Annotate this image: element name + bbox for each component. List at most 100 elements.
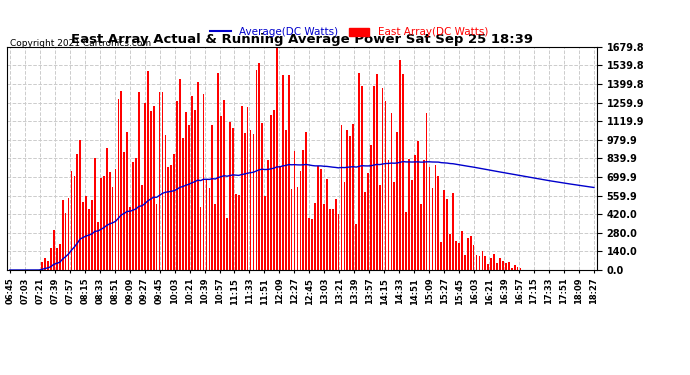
Bar: [349, 136, 351, 270]
Bar: [91, 200, 93, 270]
Bar: [250, 130, 251, 270]
Bar: [68, 198, 70, 270]
Bar: [405, 212, 407, 270]
Bar: [370, 145, 372, 270]
Bar: [188, 125, 190, 270]
Bar: [208, 188, 210, 270]
Bar: [238, 195, 239, 270]
Bar: [206, 180, 208, 270]
Bar: [203, 94, 204, 270]
Bar: [244, 133, 246, 270]
Bar: [132, 162, 134, 270]
Bar: [41, 262, 43, 270]
Text: Copyright 2021 Cartronics.com: Copyright 2021 Cartronics.com: [10, 39, 152, 48]
Bar: [308, 218, 310, 270]
Bar: [294, 151, 295, 270]
Bar: [253, 135, 255, 270]
Bar: [511, 268, 513, 270]
Bar: [496, 263, 498, 270]
Bar: [194, 110, 196, 270]
Bar: [420, 204, 422, 270]
Bar: [44, 258, 46, 270]
Bar: [65, 213, 66, 270]
Bar: [94, 158, 96, 270]
Bar: [273, 110, 275, 270]
Bar: [77, 154, 78, 270]
Bar: [437, 176, 440, 270]
Bar: [173, 154, 175, 270]
Bar: [170, 165, 172, 270]
Bar: [161, 92, 164, 270]
Bar: [56, 248, 58, 270]
Bar: [50, 248, 52, 270]
Bar: [97, 222, 99, 270]
Bar: [217, 73, 219, 270]
Bar: [400, 60, 401, 270]
Bar: [505, 263, 506, 270]
Bar: [106, 148, 108, 270]
Bar: [353, 124, 354, 270]
Bar: [124, 152, 125, 270]
Bar: [235, 194, 237, 270]
Bar: [215, 204, 216, 270]
Bar: [144, 103, 146, 270]
Bar: [262, 123, 263, 270]
Bar: [282, 75, 284, 270]
Bar: [135, 158, 137, 270]
Bar: [53, 230, 55, 270]
Bar: [367, 173, 368, 270]
Bar: [446, 199, 448, 270]
Bar: [323, 204, 325, 270]
Bar: [247, 107, 248, 270]
Bar: [502, 261, 504, 270]
Bar: [126, 132, 128, 270]
Bar: [302, 150, 304, 270]
Bar: [112, 187, 113, 270]
Bar: [346, 130, 348, 270]
Bar: [479, 256, 480, 270]
Bar: [191, 96, 193, 270]
Bar: [341, 125, 342, 270]
Bar: [432, 188, 433, 270]
Bar: [86, 196, 87, 270]
Bar: [306, 132, 307, 270]
Bar: [411, 180, 413, 270]
Bar: [109, 172, 110, 270]
Bar: [514, 266, 515, 270]
Bar: [197, 82, 199, 270]
Bar: [168, 167, 169, 270]
Bar: [499, 258, 501, 270]
Bar: [414, 155, 416, 270]
Bar: [297, 187, 298, 270]
Bar: [337, 214, 339, 270]
Bar: [285, 130, 286, 270]
Bar: [487, 264, 489, 270]
Bar: [364, 192, 366, 270]
Bar: [226, 217, 228, 270]
Bar: [426, 114, 428, 270]
Bar: [115, 169, 117, 270]
Bar: [224, 100, 225, 270]
Bar: [88, 210, 90, 270]
Bar: [435, 165, 436, 270]
Bar: [156, 204, 157, 270]
Bar: [82, 202, 84, 270]
Bar: [384, 101, 386, 270]
Bar: [267, 160, 269, 270]
Bar: [62, 200, 63, 270]
Bar: [382, 88, 384, 270]
Bar: [179, 79, 181, 270]
Bar: [358, 73, 360, 270]
Bar: [129, 207, 131, 270]
Bar: [229, 122, 231, 270]
Bar: [299, 171, 302, 270]
Bar: [182, 138, 184, 270]
Bar: [520, 268, 522, 270]
Legend: Average(DC Watts), East Array(DC Watts): Average(DC Watts), East Array(DC Watts): [206, 23, 493, 41]
Bar: [211, 125, 213, 270]
Bar: [402, 74, 404, 270]
Bar: [475, 255, 477, 270]
Bar: [70, 171, 72, 270]
Bar: [264, 196, 266, 270]
Bar: [79, 140, 81, 270]
